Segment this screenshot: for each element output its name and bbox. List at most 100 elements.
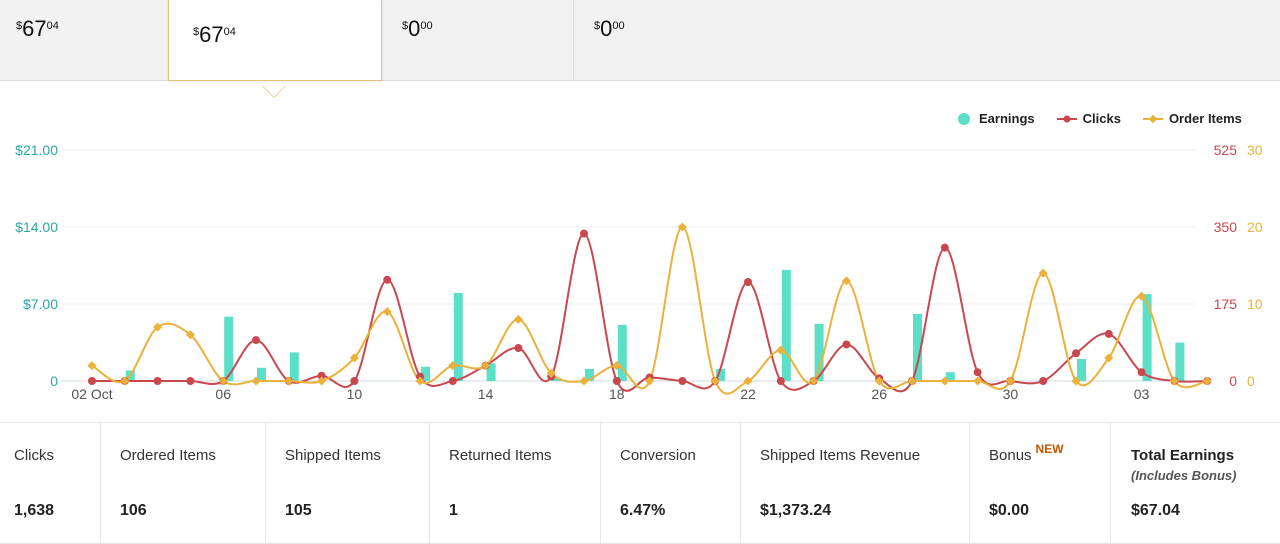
- x-tick-label: 06: [215, 386, 231, 402]
- x-tick-label: 02 Oct: [71, 386, 112, 402]
- order-items-point: [185, 330, 195, 340]
- stat-bonus: Bonus NEW $0.00: [969, 423, 1111, 543]
- stat-value: $1,373.24: [760, 502, 832, 519]
- earnings-bar: [257, 367, 266, 381]
- stat-value: 105: [285, 502, 312, 519]
- divider: [573, 0, 574, 80]
- order-items-point: [218, 376, 228, 386]
- order-items-point: [153, 322, 163, 332]
- earnings-bar: [453, 293, 463, 381]
- summary-amount: $6704: [193, 22, 236, 47]
- y-right-orders-tick-label: 30: [1247, 142, 1263, 158]
- y-right-orders-tick-label: 20: [1247, 219, 1263, 235]
- stat-returned-items: Returned Items 1: [429, 423, 601, 543]
- clicks-point: [317, 371, 326, 380]
- stat-shipped-revenue: Shipped Items Revenue $1,373.24: [740, 423, 970, 543]
- new-badge: NEW: [1035, 442, 1064, 456]
- earnings-dot-icon: [958, 112, 970, 125]
- order-items-point: [645, 376, 655, 386]
- stat-label: Ordered Items: [120, 447, 216, 464]
- summary-amount: $000: [402, 16, 433, 41]
- stat-label: Shipped Items: [285, 447, 381, 464]
- earnings-bar: [224, 316, 234, 381]
- legend-order-items-label: Order Items: [1168, 111, 1242, 126]
- x-tick-label: 22: [740, 386, 756, 402]
- earnings-bar: [552, 377, 562, 381]
- summary-tile-3[interactable]: $000: [381, 0, 573, 80]
- clicks-point: [350, 377, 359, 385]
- stat-label: Conversion: [620, 447, 696, 464]
- earnings-bar: [486, 363, 496, 381]
- stat-value: $67.04: [1131, 502, 1180, 519]
- legend-earnings-label: Earnings: [979, 111, 1035, 126]
- earnings-bar: [585, 368, 594, 381]
- summary-tile-1[interactable]: $6704: [0, 0, 168, 80]
- summary-tile-4[interactable]: $000: [574, 0, 1280, 80]
- legend-clicks-label: Clicks: [1082, 111, 1121, 126]
- stat-value: 1: [449, 502, 458, 519]
- clicks-point: [1072, 349, 1080, 358]
- y-left-tick-label: $14.00: [15, 219, 58, 235]
- clicks-point: [1039, 377, 1048, 385]
- legend-order-items[interactable]: Order Items: [1142, 111, 1242, 126]
- bonus-label: Bonus: [989, 447, 1032, 464]
- earnings-bar: [1142, 294, 1152, 381]
- clicks-point: [580, 229, 588, 238]
- earnings-bar: [945, 372, 955, 381]
- order-items-point: [1202, 376, 1212, 386]
- order-items-line-icon: [1142, 114, 1163, 123]
- y-left-tick-label: $7.00: [23, 296, 58, 312]
- y-right-orders-tick-label: 0: [1247, 373, 1255, 389]
- y-right-clicks-tick-label: 350: [1214, 219, 1238, 235]
- clicks-point: [1104, 329, 1113, 338]
- stat-label: Returned Items: [449, 447, 552, 464]
- clicks-point: [842, 340, 851, 349]
- y-right-clicks-tick-label: 0: [1229, 373, 1237, 389]
- order-items-point: [973, 376, 983, 386]
- earnings-bar: [716, 368, 726, 381]
- chart-legend: Earnings Clicks Order Items: [936, 111, 1242, 126]
- earnings-bar: [814, 323, 824, 381]
- earnings-bar: [913, 313, 922, 381]
- order-items-point: [120, 376, 130, 386]
- x-tick-label: 26: [871, 386, 887, 402]
- legend-clicks[interactable]: Clicks: [1056, 111, 1121, 126]
- summary-tile-2-selected[interactable]: $6704: [168, 0, 382, 81]
- earnings-bar: [289, 352, 299, 381]
- selected-tile-pointer-fill: [263, 86, 285, 97]
- y-right-clicks-tick-label: 525: [1214, 142, 1238, 158]
- legend-earnings[interactable]: Earnings: [958, 111, 1035, 126]
- stat-label: Clicks: [14, 447, 54, 464]
- clicks-point: [88, 377, 96, 385]
- clicks-line-icon: [1056, 115, 1077, 122]
- order-items-point: [546, 368, 556, 378]
- y-right-orders-tick-label: 10: [1247, 296, 1263, 312]
- stat-clicks: Clicks 1,638: [0, 423, 101, 543]
- clicks-point: [252, 336, 260, 345]
- stat-label: Shipped Items Revenue: [760, 447, 921, 464]
- stat-value: 1,638: [14, 502, 55, 519]
- order-items-point: [513, 314, 523, 324]
- clicks-point: [448, 377, 457, 385]
- earnings-bar: [1175, 342, 1185, 381]
- x-tick-label: 14: [478, 386, 494, 402]
- clicks-point: [514, 344, 523, 352]
- order-items-point: [841, 276, 851, 286]
- clicks-line: [92, 232, 1208, 393]
- summary-bar: $6704 $6704 $000 $000: [0, 0, 1280, 81]
- clicks-point: [1137, 368, 1146, 377]
- order-items-point: [251, 376, 261, 386]
- order-items-point: [809, 376, 819, 386]
- earnings-bar: [1077, 359, 1086, 381]
- clicks-point: [186, 377, 195, 385]
- stat-shipped-items: Shipped Items 105: [265, 423, 430, 543]
- y-right-clicks-tick-label: 175: [1214, 296, 1238, 312]
- y-left-tick-label: 0: [50, 373, 58, 389]
- stat-ordered-items: Ordered Items 106: [100, 423, 266, 543]
- stat-label: Bonus NEW: [989, 442, 1064, 464]
- stat-value: 106: [120, 502, 147, 519]
- x-tick-label: 18: [609, 386, 625, 402]
- y-left-tick-label: $21.00: [15, 142, 58, 158]
- clicks-point: [612, 377, 621, 385]
